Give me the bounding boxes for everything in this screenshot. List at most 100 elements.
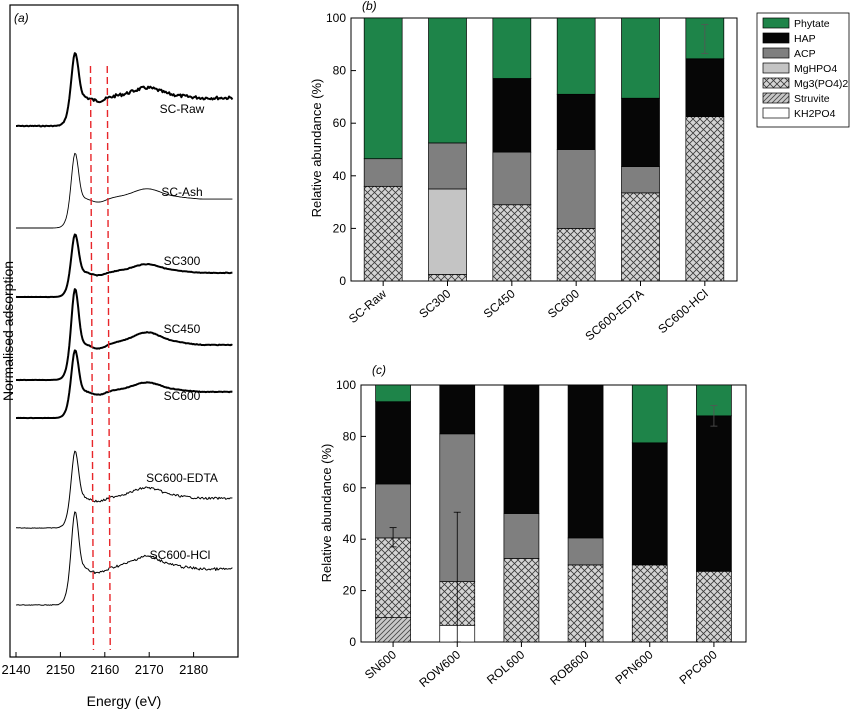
spectrum-label-sc600-edta: SC600-EDTA [146, 471, 218, 485]
legend-swatch-phytate [762, 17, 790, 29]
legend-label-struvite: Struvite [794, 93, 830, 105]
panel-c-bar-ppn600-phytate [631, 384, 668, 444]
legend-label-kh2po4: KH2PO4 [794, 108, 836, 120]
panel-b-bar-sc600-phytate [556, 17, 596, 95]
panel-a-x-tick-label: 2180 [179, 662, 208, 677]
reference-line [89, 65, 95, 651]
panel-b-bar-sc600-acp [556, 149, 596, 229]
panel-b-y-tick-label: 100 [326, 11, 346, 25]
panel-c-bar-rob600-mg3-po4-2 [567, 564, 604, 643]
panel-b-bar-sc-raw-phytate [363, 17, 403, 160]
panel-c-category-label: PPC600 [677, 647, 720, 687]
panel-a-x-tick-label: 2170 [135, 662, 164, 677]
panel-c-y-axis-title: Relative abundance (%) [319, 444, 334, 583]
panel-a-x-axis-title: Energy (eV) [87, 693, 162, 709]
panel-c-plot-frame [360, 384, 747, 643]
panel-b-y-tick-label: 80 [333, 64, 347, 78]
panel-c-bar-rol600-mg3-po4-2 [503, 558, 540, 643]
panel-c-category-label: ROB600 [547, 647, 592, 688]
panel-c-bar-row600-hap [439, 384, 476, 435]
panel-c-y-tick-label: 60 [343, 481, 357, 495]
panel-b-y-tick-label: 60 [333, 116, 347, 130]
panel-c-bar-sn600-mg3-po4-2 [375, 537, 411, 618]
spectrum-label-sc300: SC300 [164, 254, 201, 268]
panel-a-y-axis-title: Normalised adsorption [0, 261, 16, 401]
panel-a-x-tick-label: 2140 [2, 662, 31, 677]
legend: Phytate HAP ACP MgHPO4 Mg3(PO4)2 Struvite KH2P… [756, 12, 850, 128]
spectrum-sc600-edta [16, 450, 233, 529]
panel-b-y-tick-label: 40 [333, 169, 347, 183]
spectrum-sc450 [16, 288, 233, 382]
panel-b-bar-sc600-edta-phytate [621, 17, 660, 99]
legend-swatch-mg3-po4-2 [762, 77, 790, 89]
panel-b-category-label: SC600-HCl [655, 287, 710, 337]
panel-a-x-axis: 2140 2150 2160 2170 2180 [2, 652, 208, 677]
panel-c-y-tick-label: 20 [343, 584, 357, 598]
panel-c-y-tick-label: 0 [349, 635, 356, 649]
spectrum-label-sc600: SC600 [164, 389, 201, 403]
spectrum-sc-ash [16, 152, 233, 229]
panel-a-spectra [15, 52, 234, 606]
panel-a-x-tick-label: 2160 [90, 662, 119, 677]
panel-b-bar-sc600-mg3-po4-2 [556, 228, 596, 282]
spectrum-sc-raw [16, 52, 234, 128]
panel-b-bar-sc-raw-acp [363, 158, 403, 187]
panel-c-category-label: ROW600 [416, 647, 463, 690]
panel-b-plot-frame [350, 17, 738, 282]
panel-b-bar-sc450-hap [492, 78, 532, 153]
legend-label-hap: HAP [794, 33, 816, 45]
panel-c-bar-rob600-acp [567, 537, 604, 566]
panel-a-x-tick-label: 2150 [46, 662, 75, 677]
panel-b-category-label: SC300 [416, 286, 453, 321]
legend-swatch-kh2po4 [762, 107, 790, 119]
legend-label-acp: ACP [794, 48, 816, 60]
panel-b-y-axis-title: Relative abundance (%) [309, 79, 324, 218]
panel-b-category-label: SC-Raw [346, 286, 389, 326]
legend-swatch-struvite [762, 92, 790, 104]
panel-c-bar-rob600-hap [567, 384, 604, 539]
spectrum-sc300 [15, 233, 233, 299]
spectrum-label-sc600-hcl: SC600-HCl [150, 548, 211, 562]
panel-c-category-label: PPN600 [612, 647, 655, 687]
panel-c-bar-sn600-hap [375, 401, 411, 485]
legend-label-mghpo4: MgHPO4 [794, 63, 837, 75]
panel-b-bar-sc600-edta-acp [621, 166, 660, 194]
spectrum-label-sc-ash: SC-Ash [161, 185, 202, 199]
spectrum-sc600-hcl [15, 511, 233, 606]
panel-a: (a) 2140 2150 2160 2170 2180 Energy (eV) Nor… [0, 4, 239, 709]
panel-b-bar-sc300-mghpo4 [428, 188, 467, 275]
panel-b-y-tick-label: 20 [333, 221, 347, 235]
panel-c-bar-ppc600-hap [696, 415, 732, 572]
legend-swatch-mghpo4 [762, 62, 790, 74]
legend-swatch-hap [762, 32, 790, 44]
panel-a-frame [9, 4, 239, 658]
panel-c-category-label: ROL600 [484, 647, 527, 687]
panel-b-category-label: SC600-EDTA [582, 287, 646, 344]
panel-b-category-label: SC450 [481, 286, 518, 321]
legend-swatch-acp [762, 47, 790, 59]
panel-c-label: (c) [372, 363, 386, 377]
panel-b-bar-sc450-phytate [492, 17, 532, 79]
spectrum-sc600 [16, 349, 233, 420]
panel-b-bar-sc600-hcl-hap [685, 58, 725, 117]
panel-b-bar-sc600-edta-hap [621, 97, 660, 167]
panel-c-bar-rol600-acp [503, 513, 540, 559]
panel-c-y-tick-label: 100 [336, 378, 356, 392]
panel-c-bar-rol600-hap [503, 384, 540, 514]
legend-items: Phytate HAP ACP MgHPO4 Mg3(PO4)2 Struvite KH2P… [762, 17, 848, 120]
panel-c-category-label: SN600 [362, 647, 399, 682]
panel-b: (b) Relative abundance (%) 0 20 40 60 80 100 S… [309, 0, 738, 344]
panel-b-category-label: SC600 [545, 286, 582, 321]
spectrum-label-sc-raw: SC-Raw [160, 102, 205, 116]
panel-b-bar-sc300-acp [428, 142, 467, 190]
panel-b-bar-sc300-mg3-po4-2 [428, 274, 467, 282]
panel-c-y-tick-label: 80 [343, 429, 357, 443]
panel-a-reference-lines [89, 65, 111, 651]
panel-b-bar-sc600-edta-mg3-po4-2 [621, 192, 660, 282]
legend-label-mg3-po4-2: Mg3(PO4)2 [794, 78, 848, 90]
panel-b-y-tick-label: 0 [339, 274, 346, 288]
panel-a-label: (a) [14, 11, 29, 25]
panel-c: (c) Relative abundance (%) 0 20 40 60 80 100 S… [319, 363, 747, 690]
panel-b-bar-sc-raw-mg3-po4-2 [363, 185, 403, 282]
reference-line [106, 65, 111, 651]
